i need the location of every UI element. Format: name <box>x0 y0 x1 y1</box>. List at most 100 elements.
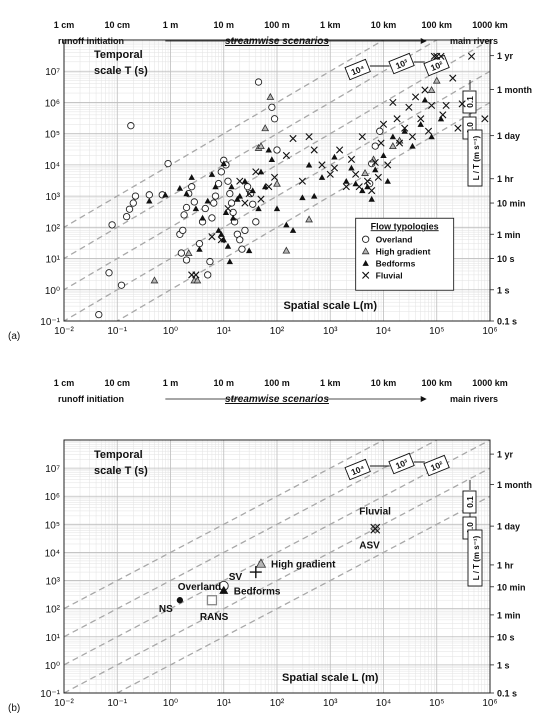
velocity-label-box: 10² <box>423 454 450 477</box>
fluvial-point <box>430 52 438 60</box>
bedforms-point <box>219 585 229 594</box>
overland-point <box>206 257 214 266</box>
velocity-label: 10² <box>429 459 444 473</box>
legend-frame <box>355 217 455 291</box>
x-tick-label: 10⁴ <box>376 326 391 337</box>
high-gradient-point <box>150 276 159 284</box>
fluvial-point <box>458 100 466 108</box>
x-axis-title: Spatial scale L(m) <box>283 300 377 312</box>
y-tick-label: 10⁶ <box>45 98 60 109</box>
y-tick-label: 10⁶ <box>45 492 60 503</box>
bedforms-point <box>437 115 445 122</box>
bedforms-point <box>199 214 206 221</box>
top-scale-label: 1 m <box>163 378 179 388</box>
right-scale-label: 1 day <box>497 522 520 532</box>
fluvial-point <box>437 52 445 60</box>
high-gradient-point <box>427 85 436 93</box>
right-scale-label: 1 s <box>497 660 510 670</box>
plot-frame <box>63 39 491 322</box>
fluvial-point <box>377 139 385 147</box>
bedforms-point <box>421 96 429 103</box>
bedforms-point <box>311 192 318 199</box>
fluvial-point <box>408 133 417 141</box>
top-scale-label: 10 cm <box>104 378 130 388</box>
bedforms-point <box>359 187 366 194</box>
x-tick-label: 10⁵ <box>429 326 444 337</box>
high-gradient-point <box>266 92 275 100</box>
legend-title: Flow typologies <box>371 221 439 231</box>
bedforms-point <box>318 174 326 180</box>
x-tick-label: 10⁶ <box>482 326 497 337</box>
velocity-label-box: 0.1 <box>462 90 477 114</box>
velocity-axis-label: L / T (m s⁻¹) <box>472 135 481 180</box>
x-axis-title: Spatial scale L (m) <box>282 672 379 684</box>
velocity-line <box>64 440 490 666</box>
fluvial-point <box>368 187 376 195</box>
bedforms-label: Bedforms <box>234 586 281 597</box>
overland-point <box>117 281 126 289</box>
velocity-label: 0.1 <box>465 496 475 508</box>
fluvial-point <box>379 120 388 128</box>
x-tick-label: 10² <box>270 698 285 709</box>
velocity-line <box>64 70 490 321</box>
arrow-head <box>420 396 427 402</box>
velocity-label-box: 0.1 <box>462 490 477 514</box>
fluvial-point <box>439 111 447 119</box>
velocity-label: 10⁴ <box>350 63 366 77</box>
grid <box>64 440 490 693</box>
bedforms-point <box>236 192 243 199</box>
overland-point <box>226 189 234 198</box>
data-markers <box>95 52 489 319</box>
overland-point <box>236 236 244 244</box>
y-tick-label: 10⁷ <box>45 464 60 475</box>
bedforms-point <box>273 205 281 212</box>
velocity-line <box>64 440 385 610</box>
fluvial-point <box>257 195 265 203</box>
x-tick-label: 10⁻² <box>54 326 74 337</box>
overland-point <box>122 212 131 221</box>
runoff-initiation-label: runoff initiation <box>58 394 124 404</box>
right-scale-label: 1 month <box>497 85 532 95</box>
y-tick-label: 10¹ <box>46 255 61 266</box>
velocity-label-frame <box>388 452 415 475</box>
fluvial-label: Fluvial <box>359 507 391 518</box>
velocity-line <box>64 40 490 291</box>
bedforms-point <box>343 178 350 184</box>
velocity-label-frame <box>462 490 477 514</box>
y-tick-label: 10³ <box>46 577 61 588</box>
ns-label: NS <box>159 604 173 615</box>
x-tick-label: 10¹ <box>217 698 232 709</box>
overland-point <box>195 240 204 248</box>
top-scale-label: 1000 km <box>472 20 508 30</box>
fluvial-point <box>289 134 297 143</box>
velocity-bracket <box>369 461 425 467</box>
right-scale-label: 1 day <box>497 131 520 141</box>
right-scale-label: 10 s <box>497 254 515 264</box>
bedforms-point <box>305 161 313 168</box>
velocity-lines <box>64 440 490 693</box>
fluvial-point <box>363 177 372 185</box>
sv-label: SV <box>229 572 243 583</box>
bedforms-point <box>228 183 235 190</box>
bedforms-point <box>218 231 225 237</box>
fluvial-point <box>424 127 433 135</box>
overland-point <box>180 211 188 219</box>
fluvial-point <box>449 74 457 82</box>
y-axis-title-line2: scale T (s) <box>94 465 148 477</box>
y-tick-label: 10⁰ <box>45 661 60 672</box>
overland-point <box>241 226 249 235</box>
bedforms-point <box>299 194 306 201</box>
velocity-lines <box>64 40 490 321</box>
overland-point <box>179 226 187 235</box>
x-tick-label: 10⁰ <box>163 698 178 709</box>
x-tick-label: 10⁻¹ <box>107 326 127 337</box>
fluvial-point <box>393 115 401 123</box>
bedforms-point <box>226 258 234 265</box>
top-scale-label: 100 km <box>421 378 452 388</box>
velocity-axis-label: L / T (m s⁻¹) <box>472 535 481 580</box>
y-tick-label: 10⁵ <box>45 520 60 531</box>
overland-point <box>214 180 223 188</box>
right-scale-label: 10 s <box>497 632 515 642</box>
fluvial-point <box>310 146 318 154</box>
fluvial-point <box>481 115 489 123</box>
